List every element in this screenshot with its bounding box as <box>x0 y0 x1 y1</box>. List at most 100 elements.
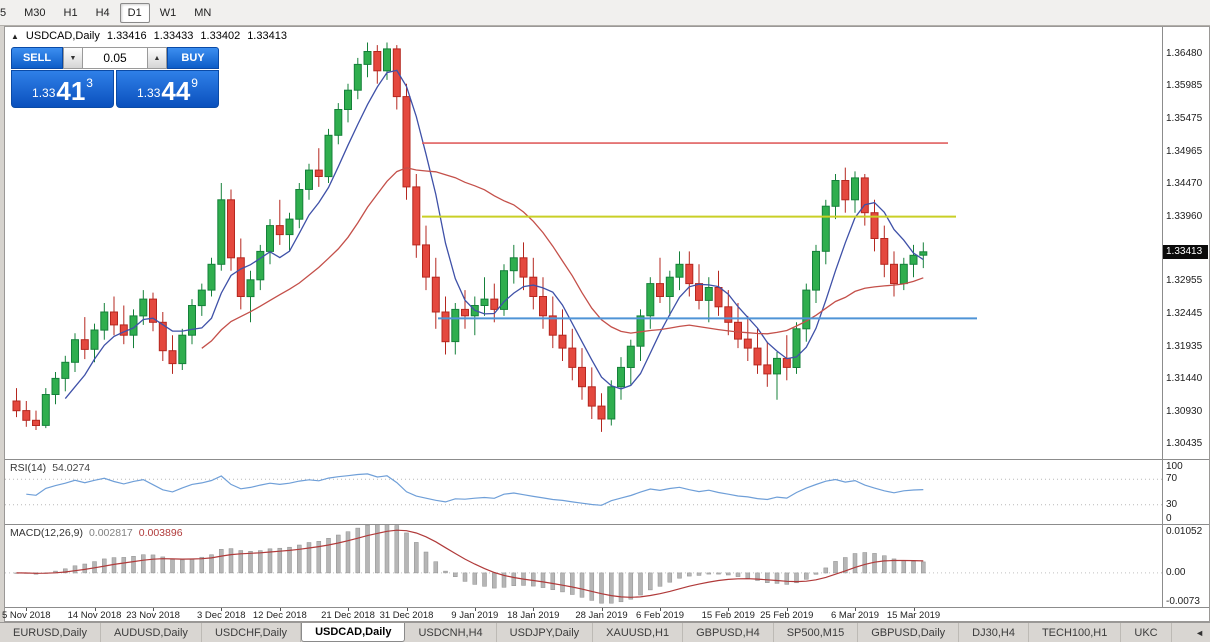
price-tick: 1.35985 <box>1166 80 1203 91</box>
close-value: 1.33413 <box>247 30 287 42</box>
chevron-up-icon: ▲ <box>153 54 161 62</box>
price-tick: 1.32955 <box>1166 275 1203 287</box>
main-chart-canvas[interactable] <box>5 27 1162 459</box>
time-tick <box>94 608 96 611</box>
chart-tab-gbpusd[interactable]: GBPUSD,Daily <box>858 623 960 642</box>
volume-decrease-button[interactable]: ▼ <box>63 47 83 69</box>
time-tick <box>26 608 28 611</box>
buy-price-display[interactable]: 1.33 44 9 <box>116 70 219 108</box>
chart-tab-dj30[interactable]: DJ30,H4 <box>959 623 1029 642</box>
chart-tab-sp500[interactable]: SP500,M15 <box>774 623 859 642</box>
timeframe-button-d1[interactable]: D1 <box>119 2 150 23</box>
timeframe-button-h1[interactable]: H1 <box>63 6 78 19</box>
time-tick <box>153 608 154 611</box>
pane-separator <box>5 524 1209 525</box>
macd-level-label: 0.01052 <box>1166 526 1203 537</box>
volume-increase-button[interactable]: ▲ <box>147 47 167 69</box>
timeframe-button-w1[interactable]: W1 <box>159 6 177 19</box>
time-axis[interactable]: 5 Nov 2018 14 Nov 2018 23 Nov 2018 3 Dec 20… <box>2 608 1162 621</box>
time-label: 21 Dec 2018 <box>321 610 375 621</box>
chart-tab-xauusd[interactable]: XAUUSD,H1 <box>593 623 684 642</box>
time-label: 18 Jan 2019 <box>507 610 560 621</box>
timeframe-button-mn[interactable]: MN <box>194 6 212 19</box>
chart-tab-usdcnh[interactable]: USDCNH,H4 <box>405 623 497 642</box>
chart-area[interactable]: ▲ USDCAD,Daily 1.33416 1.33433 1.33402 1… <box>2 26 1210 622</box>
time-tick <box>728 608 730 611</box>
chart-tab-tech100[interactable]: TECH100,H1 <box>1029 623 1122 642</box>
sell-price-sup: 3 <box>86 76 93 90</box>
sell-button[interactable]: SELL <box>11 47 63 69</box>
price-tick: 1.30930 <box>1166 405 1203 417</box>
sell-price-display[interactable]: 1.33 41 3 <box>11 70 114 108</box>
time-label: 6 Feb 2019 <box>635 610 685 621</box>
time-label: 15 Mar 2019 <box>886 610 941 621</box>
time-tick <box>474 608 476 611</box>
time-tick <box>913 608 915 611</box>
price-tick: 1.31935 <box>1166 341 1203 353</box>
volume-input[interactable] <box>83 47 147 69</box>
pane-separator <box>5 459 1209 460</box>
time-tick <box>406 608 408 611</box>
ohlc-header: ▲ USDCAD,Daily 1.33416 1.33433 1.33402 1… <box>11 30 287 42</box>
time-tick <box>855 608 856 611</box>
time-label: 23 Nov 2018 <box>126 610 180 621</box>
price-tick: 1.30435 <box>1166 437 1203 449</box>
price-tick: 1.34470 <box>1166 177 1203 189</box>
tab-scroll-left-icon[interactable]: ◄ <box>1195 627 1204 638</box>
pane-separator <box>5 607 1209 608</box>
chart-tab-usdcad[interactable]: USDCAD,Daily <box>301 623 406 642</box>
low-value: 1.33402 <box>200 30 241 42</box>
one-click-trading-panel: SELL ▼ ▲ BUY 1.33 41 3 1.33 44 9 <box>11 47 219 108</box>
rsi-pane-canvas[interactable] <box>5 460 1162 524</box>
time-label: 3 Dec 2018 <box>197 610 246 621</box>
time-tick <box>660 608 661 611</box>
time-label: 15 Feb 2019 <box>701 610 755 621</box>
chart-tabs-bar: EURUSD,Daily AUDUSD,Daily USDCHF,Daily USDC… <box>0 622 1210 642</box>
rsi-level-label: 100 <box>1166 461 1183 472</box>
timeframe-toolbar: 5 M30 H1 H4 D1 W1 MN <box>0 0 1210 26</box>
buy-price-big: 44 <box>161 76 191 106</box>
current-price-marker: 1.33413 <box>1163 244 1208 259</box>
price-tick: 1.36480 <box>1166 48 1203 60</box>
time-tick <box>279 608 281 611</box>
price-scale[interactable]: 1.36480 1.35985 1.35475 1.34965 1.34470 1.339… <box>1162 27 1209 608</box>
rsi-level-label: 70 <box>1166 473 1178 485</box>
macd-level-label: 0.00 <box>1166 566 1186 578</box>
chart-tab-ukc[interactable]: UKC <box>1121 623 1172 642</box>
time-tick <box>348 608 349 611</box>
chart-tab-eurusd[interactable]: EURUSD,Daily <box>0 623 101 642</box>
macd-main-value: 0.002817 <box>88 527 133 539</box>
timeframe-button-5[interactable]: 5 <box>0 6 7 19</box>
macd-pane-canvas[interactable] <box>5 525 1162 607</box>
price-tick: 1.34965 <box>1166 145 1203 157</box>
time-tick <box>601 608 603 611</box>
sell-price-big: 41 <box>56 76 86 106</box>
timeframe-button-m30[interactable]: M30 <box>24 6 46 19</box>
macd-level-label: -0.0073 <box>1166 596 1200 607</box>
macd-signal-value: 0.003896 <box>138 527 183 539</box>
chart-tab-audusd[interactable]: AUDUSD,Daily <box>101 623 202 642</box>
price-tick: 1.32445 <box>1166 308 1203 320</box>
rsi-level-label: 30 <box>1166 498 1178 510</box>
buy-button[interactable]: BUY <box>167 47 219 69</box>
chart-tab-usdchf[interactable]: USDCHF,Daily <box>202 623 302 642</box>
timeframe-button-h4[interactable]: H4 <box>95 6 110 19</box>
macd-indicator-label: MACD(12,26,9) <box>10 527 83 539</box>
symbol-label: USDCAD,Daily <box>25 30 100 42</box>
sell-price-prefix: 1.33 <box>32 86 56 100</box>
time-label: 31 Dec 2018 <box>379 610 434 621</box>
time-label: 9 Jan 2019 <box>451 610 499 621</box>
open-value: 1.33416 <box>106 30 147 42</box>
time-tick <box>786 608 788 611</box>
chart-tab-usdjpy[interactable]: USDJPY,Daily <box>497 623 594 642</box>
chevron-down-icon: ▼ <box>69 54 77 62</box>
high-value: 1.33433 <box>153 30 194 42</box>
price-tick: 1.33960 <box>1166 210 1203 222</box>
rsi-indicator-label: RSI(14) <box>10 462 47 474</box>
price-tick: 1.31440 <box>1166 373 1203 384</box>
time-label: 28 Jan 2019 <box>575 610 628 621</box>
buy-price-sup: 9 <box>191 76 198 90</box>
chart-tab-gbpusd[interactable]: GBPUSD,H4 <box>683 623 774 642</box>
chart-window-icon: ▲ <box>11 31 19 41</box>
